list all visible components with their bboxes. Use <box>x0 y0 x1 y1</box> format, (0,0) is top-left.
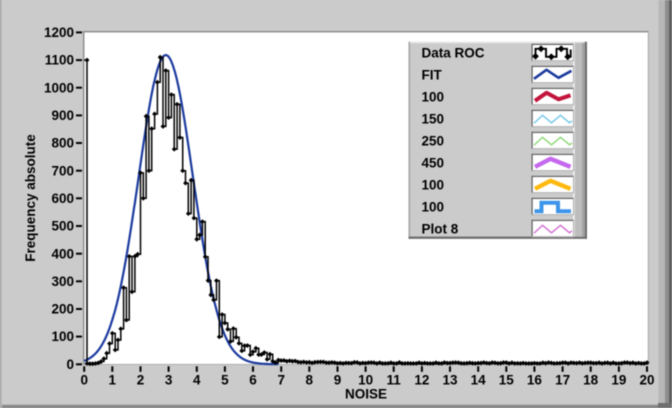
svg-text:150: 150 <box>422 111 445 126</box>
svg-text:900: 900 <box>51 108 74 123</box>
svg-text:Frequency absolute: Frequency absolute <box>23 134 38 262</box>
svg-text:Plot 8: Plot 8 <box>422 221 459 236</box>
svg-text:100: 100 <box>422 199 445 214</box>
svg-text:17: 17 <box>555 373 570 388</box>
svg-text:3: 3 <box>165 373 173 388</box>
svg-text:14: 14 <box>471 373 487 388</box>
svg-text:16: 16 <box>527 373 543 388</box>
svg-text:5: 5 <box>221 373 229 388</box>
svg-text:2: 2 <box>137 373 145 388</box>
svg-text:12: 12 <box>414 373 429 388</box>
svg-text:100: 100 <box>51 329 74 344</box>
svg-text:1200: 1200 <box>44 25 74 40</box>
svg-text:0: 0 <box>66 357 74 372</box>
svg-text:700: 700 <box>51 163 74 178</box>
svg-text:19: 19 <box>611 373 626 388</box>
svg-text:100: 100 <box>422 89 445 104</box>
svg-text:0: 0 <box>80 373 88 388</box>
svg-text:10: 10 <box>358 373 373 388</box>
svg-text:600: 600 <box>51 191 74 206</box>
svg-text:250: 250 <box>422 133 445 148</box>
svg-text:9: 9 <box>334 373 342 388</box>
svg-text:400: 400 <box>51 246 74 261</box>
svg-text:18: 18 <box>583 373 599 388</box>
svg-text:1000: 1000 <box>44 80 74 95</box>
svg-text:6: 6 <box>249 373 257 388</box>
svg-text:FIT: FIT <box>422 67 443 82</box>
svg-text:15: 15 <box>499 373 515 388</box>
svg-text:4: 4 <box>193 373 201 388</box>
svg-text:300: 300 <box>51 274 74 289</box>
svg-text:1100: 1100 <box>45 53 74 68</box>
svg-text:20: 20 <box>639 373 654 388</box>
svg-text:NOISE: NOISE <box>345 387 387 402</box>
svg-text:Data ROC: Data ROC <box>422 45 485 60</box>
svg-text:8: 8 <box>306 373 314 388</box>
svg-text:11: 11 <box>387 373 402 388</box>
svg-text:450: 450 <box>422 155 445 170</box>
svg-text:1: 1 <box>109 373 117 388</box>
svg-text:7: 7 <box>277 373 285 388</box>
svg-text:200: 200 <box>51 302 74 317</box>
svg-text:13: 13 <box>442 373 458 388</box>
svg-text:500: 500 <box>51 219 74 234</box>
svg-text:800: 800 <box>51 136 74 151</box>
svg-text:100: 100 <box>422 177 445 192</box>
